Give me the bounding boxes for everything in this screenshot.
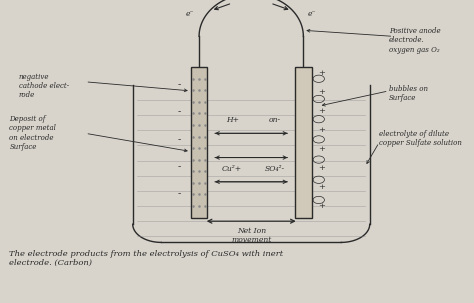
Text: +: + (318, 69, 325, 77)
Text: +: + (318, 164, 325, 172)
Text: +: + (318, 145, 325, 153)
Bar (191, 67, 207, 218)
Text: Net Ion
movement: Net Ion movement (231, 227, 272, 245)
Text: +: + (318, 202, 325, 210)
Text: on-: on- (269, 116, 281, 124)
Bar (295, 67, 312, 218)
Text: bubbles on
Surface: bubbles on Surface (389, 85, 428, 102)
Text: Positive anode
electrode.
oxygen gas O₂: Positive anode electrode. oxygen gas O₂ (389, 27, 440, 54)
Text: +: + (318, 107, 325, 115)
Text: -: - (177, 135, 181, 144)
Text: negative
cathode elect-
rode: negative cathode elect- rode (19, 73, 69, 99)
Text: +: + (318, 88, 325, 96)
Text: The electrode products from the electrolysis of CuSO₄ with inert
electrode. (Car: The electrode products from the electrol… (9, 250, 283, 267)
Text: -: - (177, 162, 181, 171)
Text: +: + (318, 126, 325, 134)
Text: e⁻: e⁻ (186, 10, 194, 18)
Text: -: - (177, 189, 181, 198)
Text: H+: H+ (226, 116, 239, 124)
Text: -: - (177, 108, 181, 117)
Text: Cu²+: Cu²+ (222, 165, 242, 173)
Text: SO₄²-: SO₄²- (265, 165, 285, 173)
Text: electrolyte of dilute
copper Sulfate solution: electrolyte of dilute copper Sulfate sol… (379, 130, 462, 148)
Text: e⁻: e⁻ (308, 10, 317, 18)
Text: Deposit of
copper metal
on electrode
Surface: Deposit of copper metal on electrode Sur… (9, 115, 56, 151)
Text: -: - (177, 80, 181, 89)
Text: +: + (318, 183, 325, 191)
